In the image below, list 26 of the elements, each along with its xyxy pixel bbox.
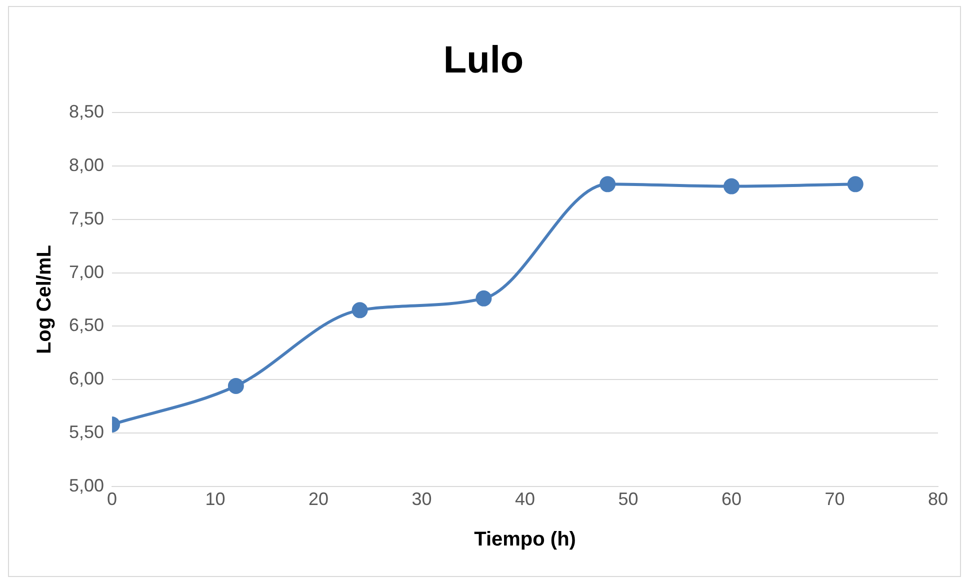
point [847,176,864,192]
y-tick-label: 8,50 [68,102,104,122]
point [724,178,740,194]
x-tick-label: 40 [515,489,536,510]
x-tick-label: 80 [928,489,948,510]
x-tick-label: 20 [308,489,329,510]
x-axis-title: Tiempo (h) [474,528,576,551]
x-tick-label: 60 [721,489,742,510]
y-axis-title: Log Cel/mL [34,245,56,354]
y-tick-label: 6,50 [68,315,104,336]
x-tick-label: 70 [824,489,845,510]
x-tick-label: 10 [205,489,226,510]
y-tick-label: 8,00 [68,154,104,175]
y-tick-label: 7,00 [68,262,104,282]
point [228,378,244,394]
x-tick-label: 30 [412,489,432,510]
y-tick-label: 5,00 [68,475,104,496]
y-tick-label: 6,00 [68,368,104,389]
x-tick-label: 50 [618,489,638,510]
y-tick-label: 7,50 [68,208,104,228]
point [600,176,616,192]
x-tick-label: 0 [107,489,118,510]
y-tick-label: 5,50 [68,422,104,442]
chart-title: Lulo [443,39,524,82]
point [352,302,368,318]
point [476,290,492,306]
